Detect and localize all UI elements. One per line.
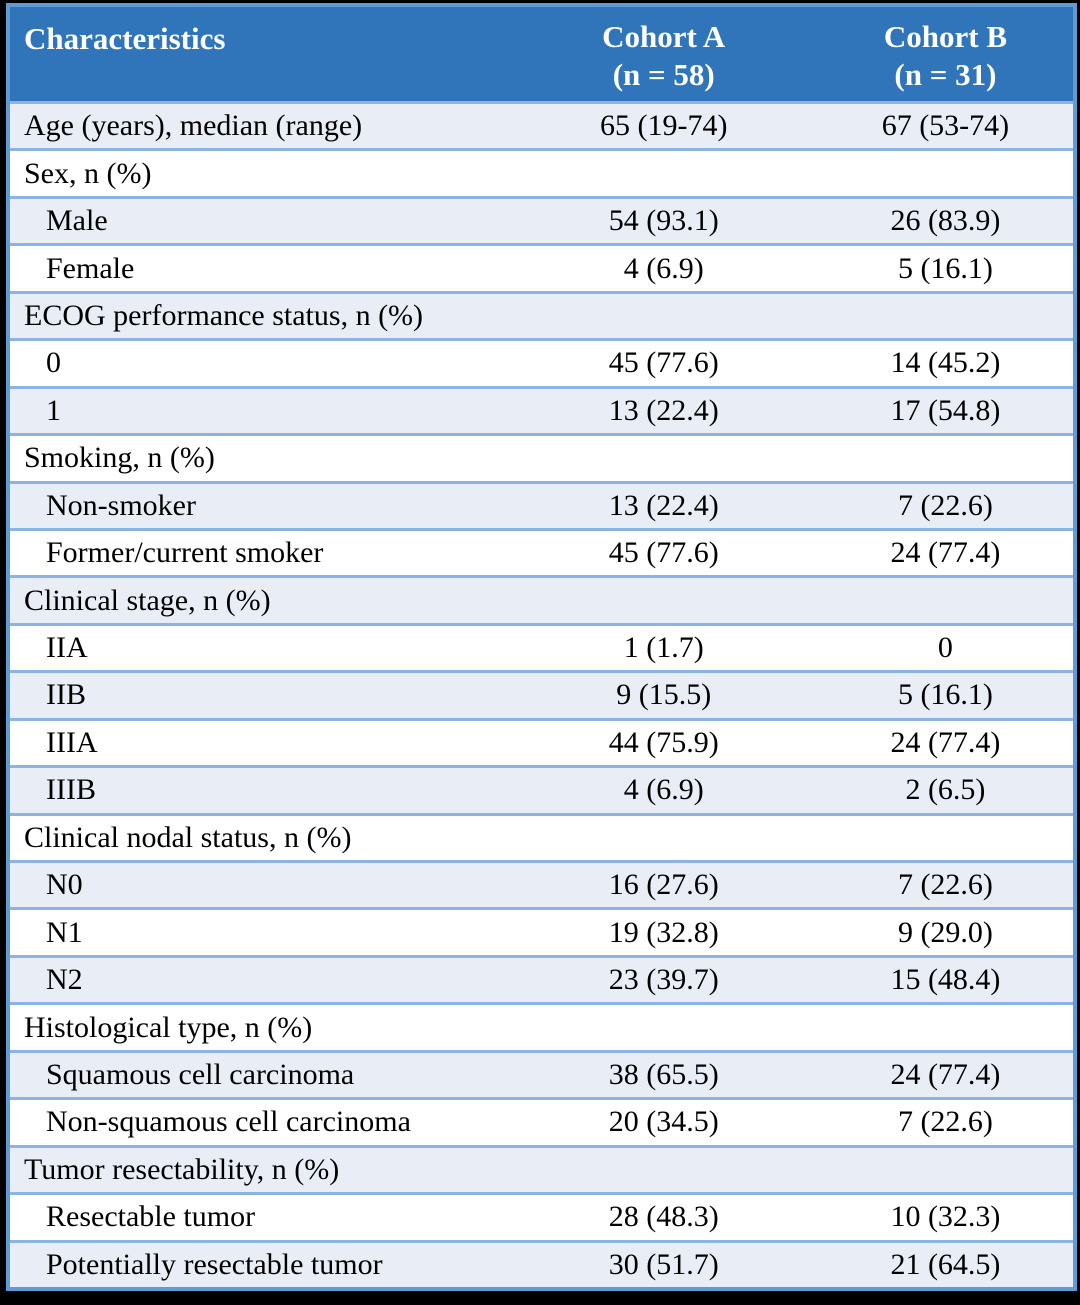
cohort-a-value: 20 (34.5): [608, 1105, 719, 1139]
table-row: IIIA 44 (75.9) 24 (77.4): [10, 717, 1073, 766]
cohort-a-label: Cohort A: [602, 19, 726, 54]
table-row: N2 23 (39.7) 15 (48.4): [10, 954, 1073, 1003]
cohort-a-value: 1 (1.7): [623, 631, 704, 665]
cohort-b-value: 24 (77.4): [890, 1057, 1001, 1091]
cohort-b-value: 67 (53-74): [881, 109, 1010, 143]
table-row: IIB 9 (15.5) 5 (16.1): [10, 670, 1073, 718]
cohort-b-value: 24 (77.4): [890, 725, 1001, 759]
table-row: Squamous cell carcinoma 38 (65.5) 24 (77…: [10, 1049, 1073, 1098]
table-row: Tumor resectability, n (%): [10, 1144, 1073, 1193]
cohort-a-n-label: (n = 58): [612, 57, 715, 92]
cohort-b-value: 5 (16.1): [897, 678, 993, 712]
table-row: Female 4 (6.9) 5 (16.1): [10, 243, 1073, 291]
cohort-b-value: 26 (83.9): [890, 204, 1001, 238]
cohort-a-value: 13 (22.4): [608, 393, 719, 427]
cohort-a-value: 4 (6.9): [623, 773, 704, 807]
cohort-b-value: 2 (6.5): [905, 773, 986, 807]
row-label: Squamous cell carcinoma: [46, 1057, 355, 1091]
table-row: Clinical nodal status, n (%): [10, 812, 1073, 860]
table-row: Potentially resectable tumor 30 (51.7) 2…: [10, 1239, 1073, 1287]
characteristics-header-label: Characteristics: [24, 21, 226, 56]
row-label: Sex, n (%): [24, 156, 152, 190]
cohort-b-value: 14 (45.2): [890, 346, 1001, 380]
cohort-a-value: 13 (22.4): [608, 488, 719, 522]
cohort-b-value: 9 (29.0): [897, 915, 993, 949]
cohort-a-value: 54 (93.1): [608, 204, 719, 238]
row-label: N1: [46, 915, 83, 949]
row-label: 0: [46, 346, 61, 380]
row-label: Former/current smoker: [46, 536, 324, 570]
table-row: 0 45 (77.6) 14 (45.2): [10, 338, 1073, 386]
table-row: Sex, n (%): [10, 148, 1073, 196]
column-header-cohort-a: Cohort A (n = 58): [510, 7, 818, 101]
row-label: Female: [46, 251, 135, 285]
row-label: N0: [46, 868, 83, 902]
table-row: ECOG performance status, n (%): [10, 290, 1073, 339]
row-label: Potentially resectable tumor: [46, 1247, 383, 1281]
row-label: Non-smoker: [46, 488, 196, 522]
row-label: Male: [46, 204, 108, 238]
row-label: 1: [46, 393, 61, 427]
cohort-b-label: Cohort B: [883, 19, 1007, 54]
column-header-characteristics: Characteristics: [10, 7, 510, 101]
row-label: IIIB: [46, 773, 96, 807]
row-label: Clinical nodal status, n (%): [24, 820, 352, 854]
row-label: Smoking, n (%): [24, 441, 215, 475]
row-label: ECOG performance status, n (%): [24, 298, 424, 332]
cohort-b-value: 7 (22.6): [897, 1105, 993, 1139]
cohort-b-value: 0: [937, 631, 953, 665]
cohort-b-value: 5 (16.1): [897, 251, 993, 285]
table-body: Age (years), median (range) 65 (19-74) 6…: [10, 101, 1073, 1287]
cohort-b-value: 15 (48.4): [890, 963, 1001, 997]
row-label: N2: [46, 963, 83, 997]
cohort-a-value: 45 (77.6): [608, 536, 719, 570]
cohort-a-value: 30 (51.7): [608, 1247, 719, 1281]
cohort-b-value: 21 (64.5): [890, 1247, 1001, 1281]
row-label: IIB: [46, 678, 86, 712]
cohort-a-value: 65 (19-74): [600, 109, 728, 143]
table-row: IIA 1 (1.7) 0: [10, 622, 1073, 671]
table-row: N0 16 (27.6) 7 (22.6): [10, 860, 1073, 908]
cohort-b-value: 24 (77.4): [890, 536, 1001, 570]
cohort-b-n-label: (n = 31): [894, 57, 997, 92]
table-row: Age (years), median (range) 65 (19-74) 6…: [10, 101, 1073, 149]
row-label: IIIA: [46, 725, 98, 759]
cohort-b-value: 7 (22.6): [897, 488, 993, 522]
table-row: IIIB 4 (6.9) 2 (6.5): [10, 765, 1073, 813]
cohort-a-value: 45 (77.6): [608, 346, 719, 380]
table-row: Male 54 (93.1) 26 (83.9): [10, 195, 1073, 244]
cohort-a-value: 23 (39.7): [608, 963, 719, 997]
characteristics-table: Characteristics Cohort A (n = 58) Cohort…: [6, 3, 1077, 1291]
cohort-a-value: 28 (48.3): [608, 1200, 719, 1234]
cohort-a-value: 16 (27.6): [608, 868, 719, 902]
column-header-cohort-b: Cohort B (n = 31): [818, 7, 1073, 101]
cohort-b-value: 7 (22.6): [897, 868, 993, 902]
table-header-row: Characteristics Cohort A (n = 58) Cohort…: [10, 7, 1073, 101]
table-row: Histological type, n (%): [10, 1002, 1073, 1050]
row-label: Resectable tumor: [46, 1200, 256, 1234]
cohort-a-value: 44 (75.9): [608, 725, 719, 759]
row-label: Non-squamous cell carcinoma: [46, 1105, 411, 1139]
row-label: Tumor resectability, n (%): [24, 1152, 340, 1186]
cohort-b-value: 17 (54.8): [890, 393, 1001, 427]
table-row: 1 13 (22.4) 17 (54.8): [10, 385, 1073, 434]
cohort-a-value: 9 (15.5): [616, 678, 712, 712]
row-label: Clinical stage, n (%): [24, 583, 271, 617]
cohort-a-value: 19 (32.8): [608, 915, 719, 949]
table-row: Former/current smoker 45 (77.6) 24 (77.4…: [10, 527, 1073, 576]
table-row: Smoking, n (%): [10, 433, 1073, 481]
table-row: Resectable tumor 28 (48.3) 10 (32.3): [10, 1192, 1073, 1240]
table-row: Clinical stage, n (%): [10, 575, 1073, 623]
cohort-b-value: 10 (32.3): [890, 1200, 1001, 1234]
table-row: N1 19 (32.8) 9 (29.0): [10, 907, 1073, 955]
cohort-a-value: 4 (6.9): [623, 251, 704, 285]
row-label: Age (years), median (range): [24, 109, 363, 143]
row-label: Histological type, n (%): [24, 1010, 313, 1044]
table-row: Non-smoker 13 (22.4) 7 (22.6): [10, 480, 1073, 528]
cohort-a-value: 38 (65.5): [608, 1057, 719, 1091]
row-label: IIA: [46, 631, 88, 665]
table-row: Non-squamous cell carcinoma 20 (34.5) 7 …: [10, 1097, 1073, 1145]
